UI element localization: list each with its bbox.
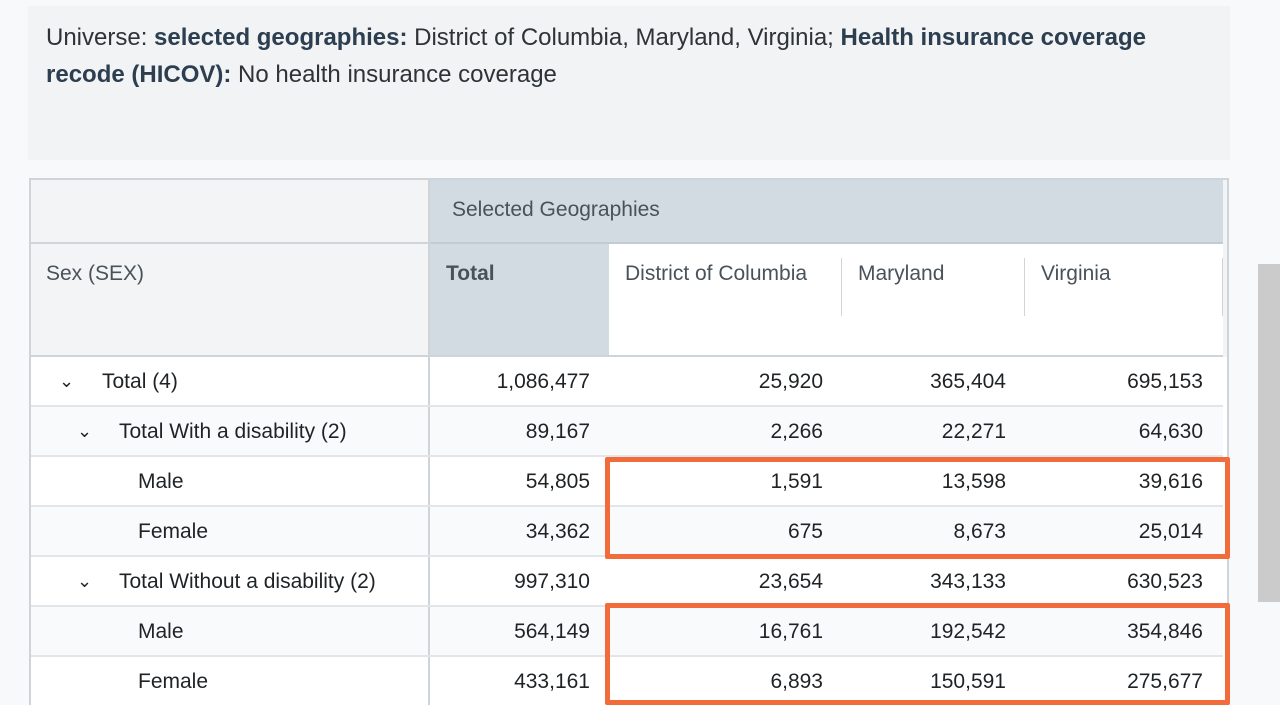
cell-total: 564,149 — [514, 620, 590, 643]
column-header-maryland[interactable]: Maryland — [842, 244, 1025, 357]
cell-maryland: 192,542 — [930, 620, 1006, 643]
cell-dc: 675 — [787, 520, 823, 543]
column-header-dc-label: District of Columbia — [625, 262, 808, 285]
cell-maryland: 343,133 — [930, 570, 1006, 593]
universe-geo-value: District of Columbia, Maryland, Virginia… — [414, 24, 834, 51]
cell-dc: 1,591 — [770, 470, 823, 493]
cell-virginia: 39,616 — [1138, 470, 1203, 493]
header-gap — [1223, 180, 1227, 357]
chevron-down-icon[interactable]: ⌄ — [59, 371, 75, 391]
universe-geo-label: selected geographies: — [154, 24, 408, 51]
table-row: Female 433,161 6,893 150,591 275,677 — [31, 657, 1223, 705]
column-divider — [1222, 258, 1223, 316]
cell-maryland: 22,271 — [941, 420, 1006, 443]
universe-hicov-value: No health insurance coverage — [238, 61, 557, 88]
table-row: Male 54,805 1,591 13,598 39,616 — [31, 457, 1223, 507]
chevron-down-icon[interactable]: ⌄ — [77, 571, 93, 591]
column-header-total[interactable]: Total — [430, 244, 609, 357]
table-corner — [31, 180, 430, 244]
column-header-maryland-label: Maryland — [858, 262, 945, 285]
vertical-scrollbar[interactable] — [1258, 264, 1280, 602]
row-label: Female — [31, 657, 430, 705]
cell-dc: 6,893 — [770, 670, 823, 693]
row-label: Total (4) — [31, 357, 430, 405]
chevron-down-icon[interactable]: ⌄ — [77, 421, 93, 441]
cell-virginia: 354,846 — [1127, 620, 1203, 643]
cell-dc: 23,654 — [758, 570, 823, 593]
cell-virginia: 275,677 — [1127, 670, 1203, 693]
column-header-virginia-label: Virginia — [1041, 262, 1111, 285]
cell-total: 54,805 — [525, 470, 590, 493]
cell-maryland: 365,404 — [930, 370, 1006, 393]
highlight-box — [605, 457, 1230, 559]
cell-virginia: 630,523 — [1127, 570, 1203, 593]
table-row: ⌄ Total (4) 1,086,477 25,920 365,404 695… — [31, 357, 1223, 407]
table-row: ⌄ Total Without a disability (2) 997,310… — [31, 557, 1223, 607]
column-divider — [1024, 258, 1025, 316]
cell-virginia: 695,153 — [1127, 370, 1203, 393]
column-divider — [841, 258, 842, 316]
table-row: ⌄ Total With a disability (2) 89,167 2,2… — [31, 407, 1223, 457]
data-table: Selected Geographies Sex (SEX) Total Dis… — [29, 178, 1229, 705]
cell-total: 433,161 — [514, 670, 590, 693]
selected-geographies-header: Selected Geographies — [430, 180, 1223, 244]
highlight-box — [605, 603, 1230, 705]
table-row: Male 564,149 16,761 192,542 354,846 — [31, 607, 1223, 657]
row-label: Male — [31, 457, 430, 505]
column-header-dc[interactable]: District of Columbia — [609, 244, 842, 357]
row-label: Female — [31, 507, 430, 555]
cell-virginia: 25,014 — [1138, 520, 1203, 543]
universe-description: Universe: selected geographies: District… — [28, 6, 1230, 160]
cell-maryland: 13,598 — [941, 470, 1006, 493]
cell-virginia: 64,630 — [1138, 420, 1203, 443]
cell-total: 997,310 — [514, 570, 590, 593]
row-label: Total With a disability (2) — [31, 407, 430, 455]
cell-maryland: 8,673 — [953, 520, 1006, 543]
universe-hicov-label: Health insurance coverage recode (HICOV)… — [46, 24, 1146, 88]
cell-dc: 2,266 — [770, 420, 823, 443]
cell-total: 1,086,477 — [496, 370, 590, 393]
row-label: Total Without a disability (2) — [31, 557, 430, 605]
cell-dc: 25,920 — [758, 370, 823, 393]
row-header-sex[interactable]: Sex (SEX) — [31, 244, 430, 357]
universe-prefix: Universe: — [46, 24, 148, 51]
cell-maryland: 150,591 — [930, 670, 1006, 693]
cell-total: 89,167 — [525, 420, 590, 443]
cell-dc: 16,761 — [758, 620, 823, 643]
cell-total: 34,362 — [525, 520, 590, 543]
column-header-virginia[interactable]: Virginia — [1025, 244, 1223, 357]
row-label: Male — [31, 607, 430, 655]
